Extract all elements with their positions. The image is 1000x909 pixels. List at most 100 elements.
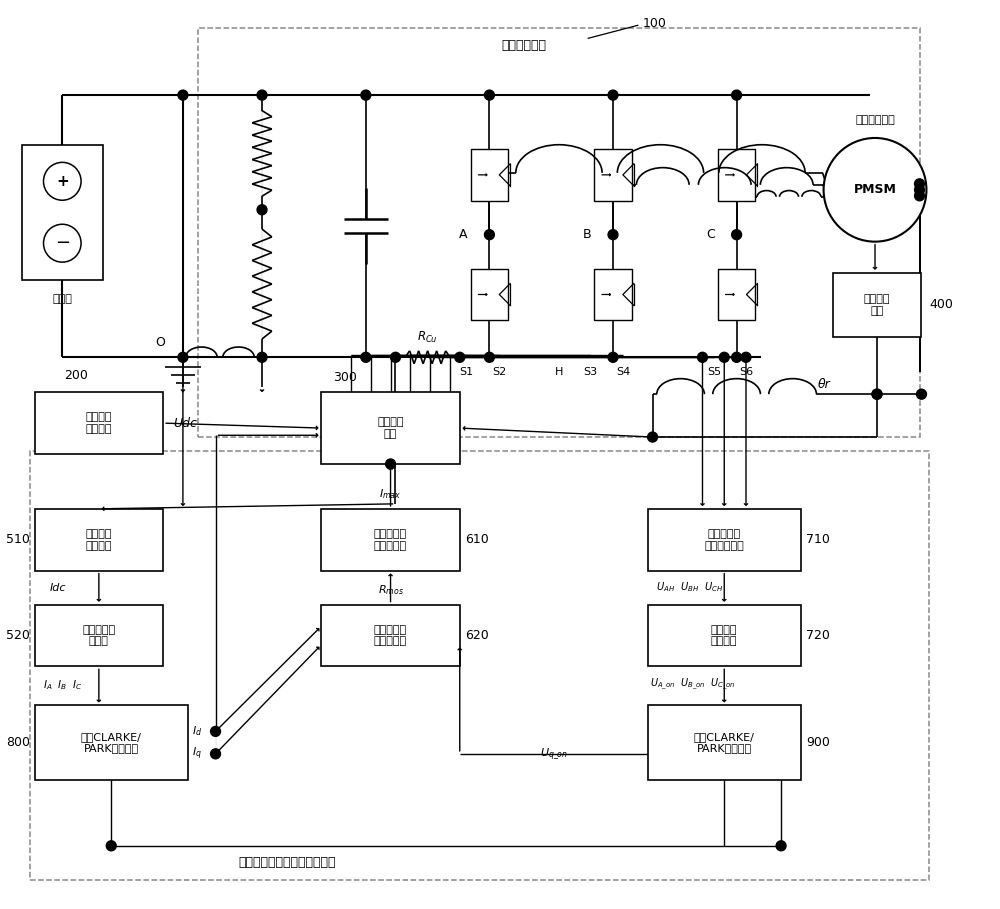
Circle shape [719, 353, 729, 363]
Circle shape [361, 353, 371, 363]
Text: Idc: Idc [49, 583, 66, 593]
Text: S4: S4 [616, 367, 630, 377]
Text: $U_{A\_on}$  $U_{B\_on}$  $U_{C\_on}$: $U_{A\_on}$ $U_{B\_on}$ $U_{C\_on}$ [650, 676, 735, 692]
Text: 300: 300 [333, 371, 357, 385]
Circle shape [824, 138, 926, 242]
Text: 母线电压
采集单元: 母线电压 采集单元 [86, 413, 112, 434]
FancyBboxPatch shape [35, 705, 188, 780]
FancyBboxPatch shape [648, 705, 801, 780]
Circle shape [361, 90, 371, 100]
Circle shape [484, 230, 494, 240]
Circle shape [211, 749, 220, 759]
Text: S5: S5 [707, 367, 721, 377]
Circle shape [257, 205, 267, 215]
Circle shape [484, 90, 494, 100]
Text: $I_{max}$: $I_{max}$ [379, 487, 402, 501]
FancyBboxPatch shape [718, 149, 755, 201]
Circle shape [732, 90, 742, 100]
Text: PMSM: PMSM [854, 184, 896, 196]
Text: 第二CLARKE/
PARK变换单元: 第二CLARKE/ PARK变换单元 [694, 732, 755, 754]
Circle shape [106, 841, 116, 851]
Text: O: O [155, 335, 165, 349]
Text: 400: 400 [929, 298, 953, 312]
Text: 第一CLARKE/
PARK变换单元: 第一CLARKE/ PARK变换单元 [81, 732, 142, 754]
Circle shape [44, 225, 81, 262]
Text: 功率器件内
阻计算单元: 功率器件内 阻计算单元 [374, 624, 407, 646]
Text: S1: S1 [460, 367, 474, 377]
Circle shape [608, 230, 618, 240]
Text: 两电平逆变器: 两电平逆变器 [502, 39, 547, 52]
FancyBboxPatch shape [594, 268, 632, 320]
Text: H: H [554, 367, 563, 377]
Text: $U_{AH}$  $U_{BH}$  $U_{CH}$: $U_{AH}$ $U_{BH}$ $U_{CH}$ [656, 581, 723, 594]
Text: $I_A$  $I_B$  $I_C$: $I_A$ $I_B$ $I_C$ [43, 678, 82, 692]
Text: 100: 100 [643, 17, 667, 30]
Text: 功率器件控制与过温保护系统: 功率器件控制与过温保护系统 [238, 856, 335, 869]
Text: S6: S6 [739, 367, 754, 377]
Text: 520: 520 [6, 629, 30, 642]
Circle shape [732, 230, 742, 240]
Circle shape [608, 353, 618, 363]
Text: 510: 510 [6, 534, 30, 546]
Text: 永磁同步电机: 永磁同步电机 [855, 115, 895, 125]
Text: S3: S3 [583, 367, 597, 377]
FancyBboxPatch shape [321, 509, 460, 571]
Text: 800: 800 [6, 736, 30, 749]
FancyBboxPatch shape [35, 509, 163, 571]
FancyBboxPatch shape [35, 604, 163, 666]
Text: B: B [583, 228, 591, 241]
Circle shape [732, 353, 742, 363]
Circle shape [915, 191, 924, 201]
Circle shape [872, 389, 882, 399]
FancyBboxPatch shape [648, 604, 801, 666]
Circle shape [917, 389, 926, 399]
Text: −: − [55, 235, 70, 252]
FancyBboxPatch shape [471, 268, 508, 320]
Circle shape [257, 90, 267, 100]
Circle shape [455, 353, 465, 363]
FancyBboxPatch shape [594, 149, 632, 201]
Text: 900: 900 [806, 736, 830, 749]
Text: 三相电流重
构单元: 三相电流重 构单元 [82, 624, 115, 646]
Text: $R_{Cu}$: $R_{Cu}$ [417, 330, 438, 345]
Text: $U_{q\_on}$: $U_{q\_on}$ [540, 746, 568, 762]
Text: 710: 710 [806, 534, 830, 546]
Text: +: + [56, 174, 69, 189]
Text: 200: 200 [64, 369, 88, 382]
Circle shape [44, 163, 81, 200]
FancyBboxPatch shape [22, 145, 103, 280]
Text: Udc: Udc [173, 416, 197, 430]
Text: 三相下桥臂
电压采集单元: 三相下桥臂 电压采集单元 [704, 529, 744, 551]
FancyBboxPatch shape [718, 268, 755, 320]
Circle shape [776, 841, 786, 851]
Circle shape [698, 353, 707, 363]
FancyBboxPatch shape [648, 509, 801, 571]
FancyBboxPatch shape [321, 392, 460, 464]
Text: S2: S2 [492, 367, 506, 377]
Text: 锂电池: 锂电池 [52, 295, 72, 305]
Circle shape [915, 179, 924, 189]
Circle shape [211, 726, 220, 736]
FancyBboxPatch shape [471, 149, 508, 201]
FancyBboxPatch shape [35, 392, 163, 454]
Text: 620: 620 [465, 629, 488, 642]
Circle shape [484, 353, 494, 363]
Text: $I_q$: $I_q$ [192, 745, 202, 762]
Text: θr: θr [818, 378, 831, 391]
Text: 母线电流
采集单元: 母线电流 采集单元 [86, 529, 112, 551]
Circle shape [608, 90, 618, 100]
FancyBboxPatch shape [833, 273, 921, 337]
Text: 功率器件电
流限制单元: 功率器件电 流限制单元 [374, 529, 407, 551]
Text: 矢量控制
单元: 矢量控制 单元 [377, 417, 404, 439]
Circle shape [257, 353, 267, 363]
FancyBboxPatch shape [321, 604, 460, 666]
Text: $I_d$: $I_d$ [192, 724, 202, 738]
Circle shape [178, 353, 188, 363]
Text: 720: 720 [806, 629, 830, 642]
Text: 霍尔传感
感器: 霍尔传感 感器 [864, 295, 890, 315]
Circle shape [741, 353, 751, 363]
Text: $R_{mos}$: $R_{mos}$ [378, 583, 404, 596]
Circle shape [386, 459, 395, 469]
Circle shape [648, 432, 658, 442]
Circle shape [391, 353, 400, 363]
